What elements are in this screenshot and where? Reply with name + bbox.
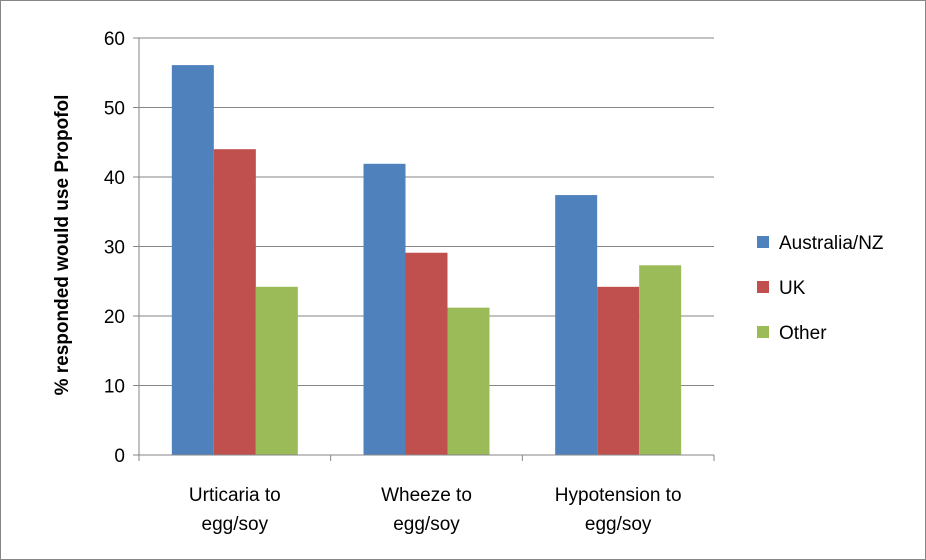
bar-australia-nz-1 [171, 65, 214, 455]
y-tick-label: 40 [104, 168, 125, 189]
legend-label: UK [779, 278, 806, 299]
bar-uk-3 [597, 286, 640, 455]
x-category-label-line: Hypotension to [555, 485, 682, 506]
bar-other-2 [447, 307, 490, 455]
legend-swatch [757, 236, 769, 248]
bar-other-1 [255, 286, 298, 455]
bar-other-3 [639, 265, 682, 455]
bar-uk-1 [213, 149, 256, 455]
x-category-label: Hypotension to egg/soy [555, 485, 682, 535]
x-category-label: Urticaria to egg/soy [189, 485, 281, 535]
y-axis-label: % responded would use Propofol [52, 95, 73, 396]
x-category-label-line: egg/soy [585, 514, 652, 535]
y-tick-labels: 0 10 20 30 40 50 60 [104, 29, 125, 467]
bar-australia-nz-3 [555, 195, 598, 455]
y-tick-label: 0 [114, 446, 125, 467]
legend: Australia/NZ UK Other [757, 233, 884, 344]
y-tick-label: 10 [104, 377, 125, 398]
axes [133, 37, 715, 461]
x-category-label: Wheeze to egg/soy [381, 485, 472, 535]
legend-label: Other [779, 323, 827, 344]
bar-uk-2 [405, 252, 448, 455]
y-tick-label: 50 [104, 99, 125, 120]
bars [171, 65, 682, 456]
y-tick-label: 60 [104, 29, 125, 50]
x-category-label-line: Urticaria to [189, 485, 281, 506]
legend-swatch [757, 326, 769, 338]
bar-australia-nz-2 [363, 163, 406, 456]
legend-label: Australia/NZ [779, 233, 884, 254]
legend-swatch [757, 281, 769, 293]
y-tick-label: 30 [104, 238, 125, 259]
y-tick-label: 20 [104, 307, 125, 328]
x-category-label-line: Wheeze to [381, 485, 472, 506]
x-category-label-line: egg/soy [393, 514, 460, 535]
x-category-label-line: egg/soy [202, 514, 269, 535]
